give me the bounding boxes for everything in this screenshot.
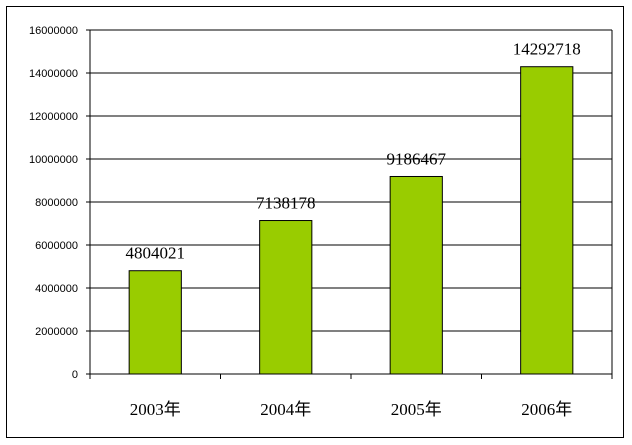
y-tick-label: 0 xyxy=(72,369,78,381)
y-tick-label: 14000000 xyxy=(29,68,78,80)
data-label: 14292718 xyxy=(513,40,581,59)
bars xyxy=(128,66,574,375)
y-tick-label: 2000000 xyxy=(35,326,78,338)
data-label: 9186467 xyxy=(387,149,447,168)
x-tick-label: 2003年 xyxy=(130,400,181,419)
x-tick-label: 2004年 xyxy=(260,400,311,419)
bar-2003年 xyxy=(128,270,182,375)
y-tick-label: 10000000 xyxy=(29,154,78,166)
data-labels: 4804021 7138178 9186467 14292718 xyxy=(126,40,581,263)
bar-2004年 xyxy=(259,220,313,375)
y-tick-label: 4000000 xyxy=(35,283,78,295)
y-tick-labels: 0 2000000 4000000 6000000 8000000 10000000 120… xyxy=(29,25,78,381)
x-tick-label: 2005年 xyxy=(391,400,442,419)
axes xyxy=(86,29,613,379)
y-tick-label: 6000000 xyxy=(35,240,78,252)
data-label: 4804021 xyxy=(126,244,186,263)
x-tick-labels: 2003年 2004年 2005年 2006年 xyxy=(130,400,573,419)
y-tick-label: 12000000 xyxy=(29,111,78,123)
y-tick-label: 8000000 xyxy=(35,197,78,209)
y-tick-label: 16000000 xyxy=(29,25,78,37)
x-tick-label: 2006年 xyxy=(521,400,572,419)
bar-2005年 xyxy=(389,175,443,375)
bar-2006年 xyxy=(520,66,574,375)
data-label: 7138178 xyxy=(256,194,316,213)
